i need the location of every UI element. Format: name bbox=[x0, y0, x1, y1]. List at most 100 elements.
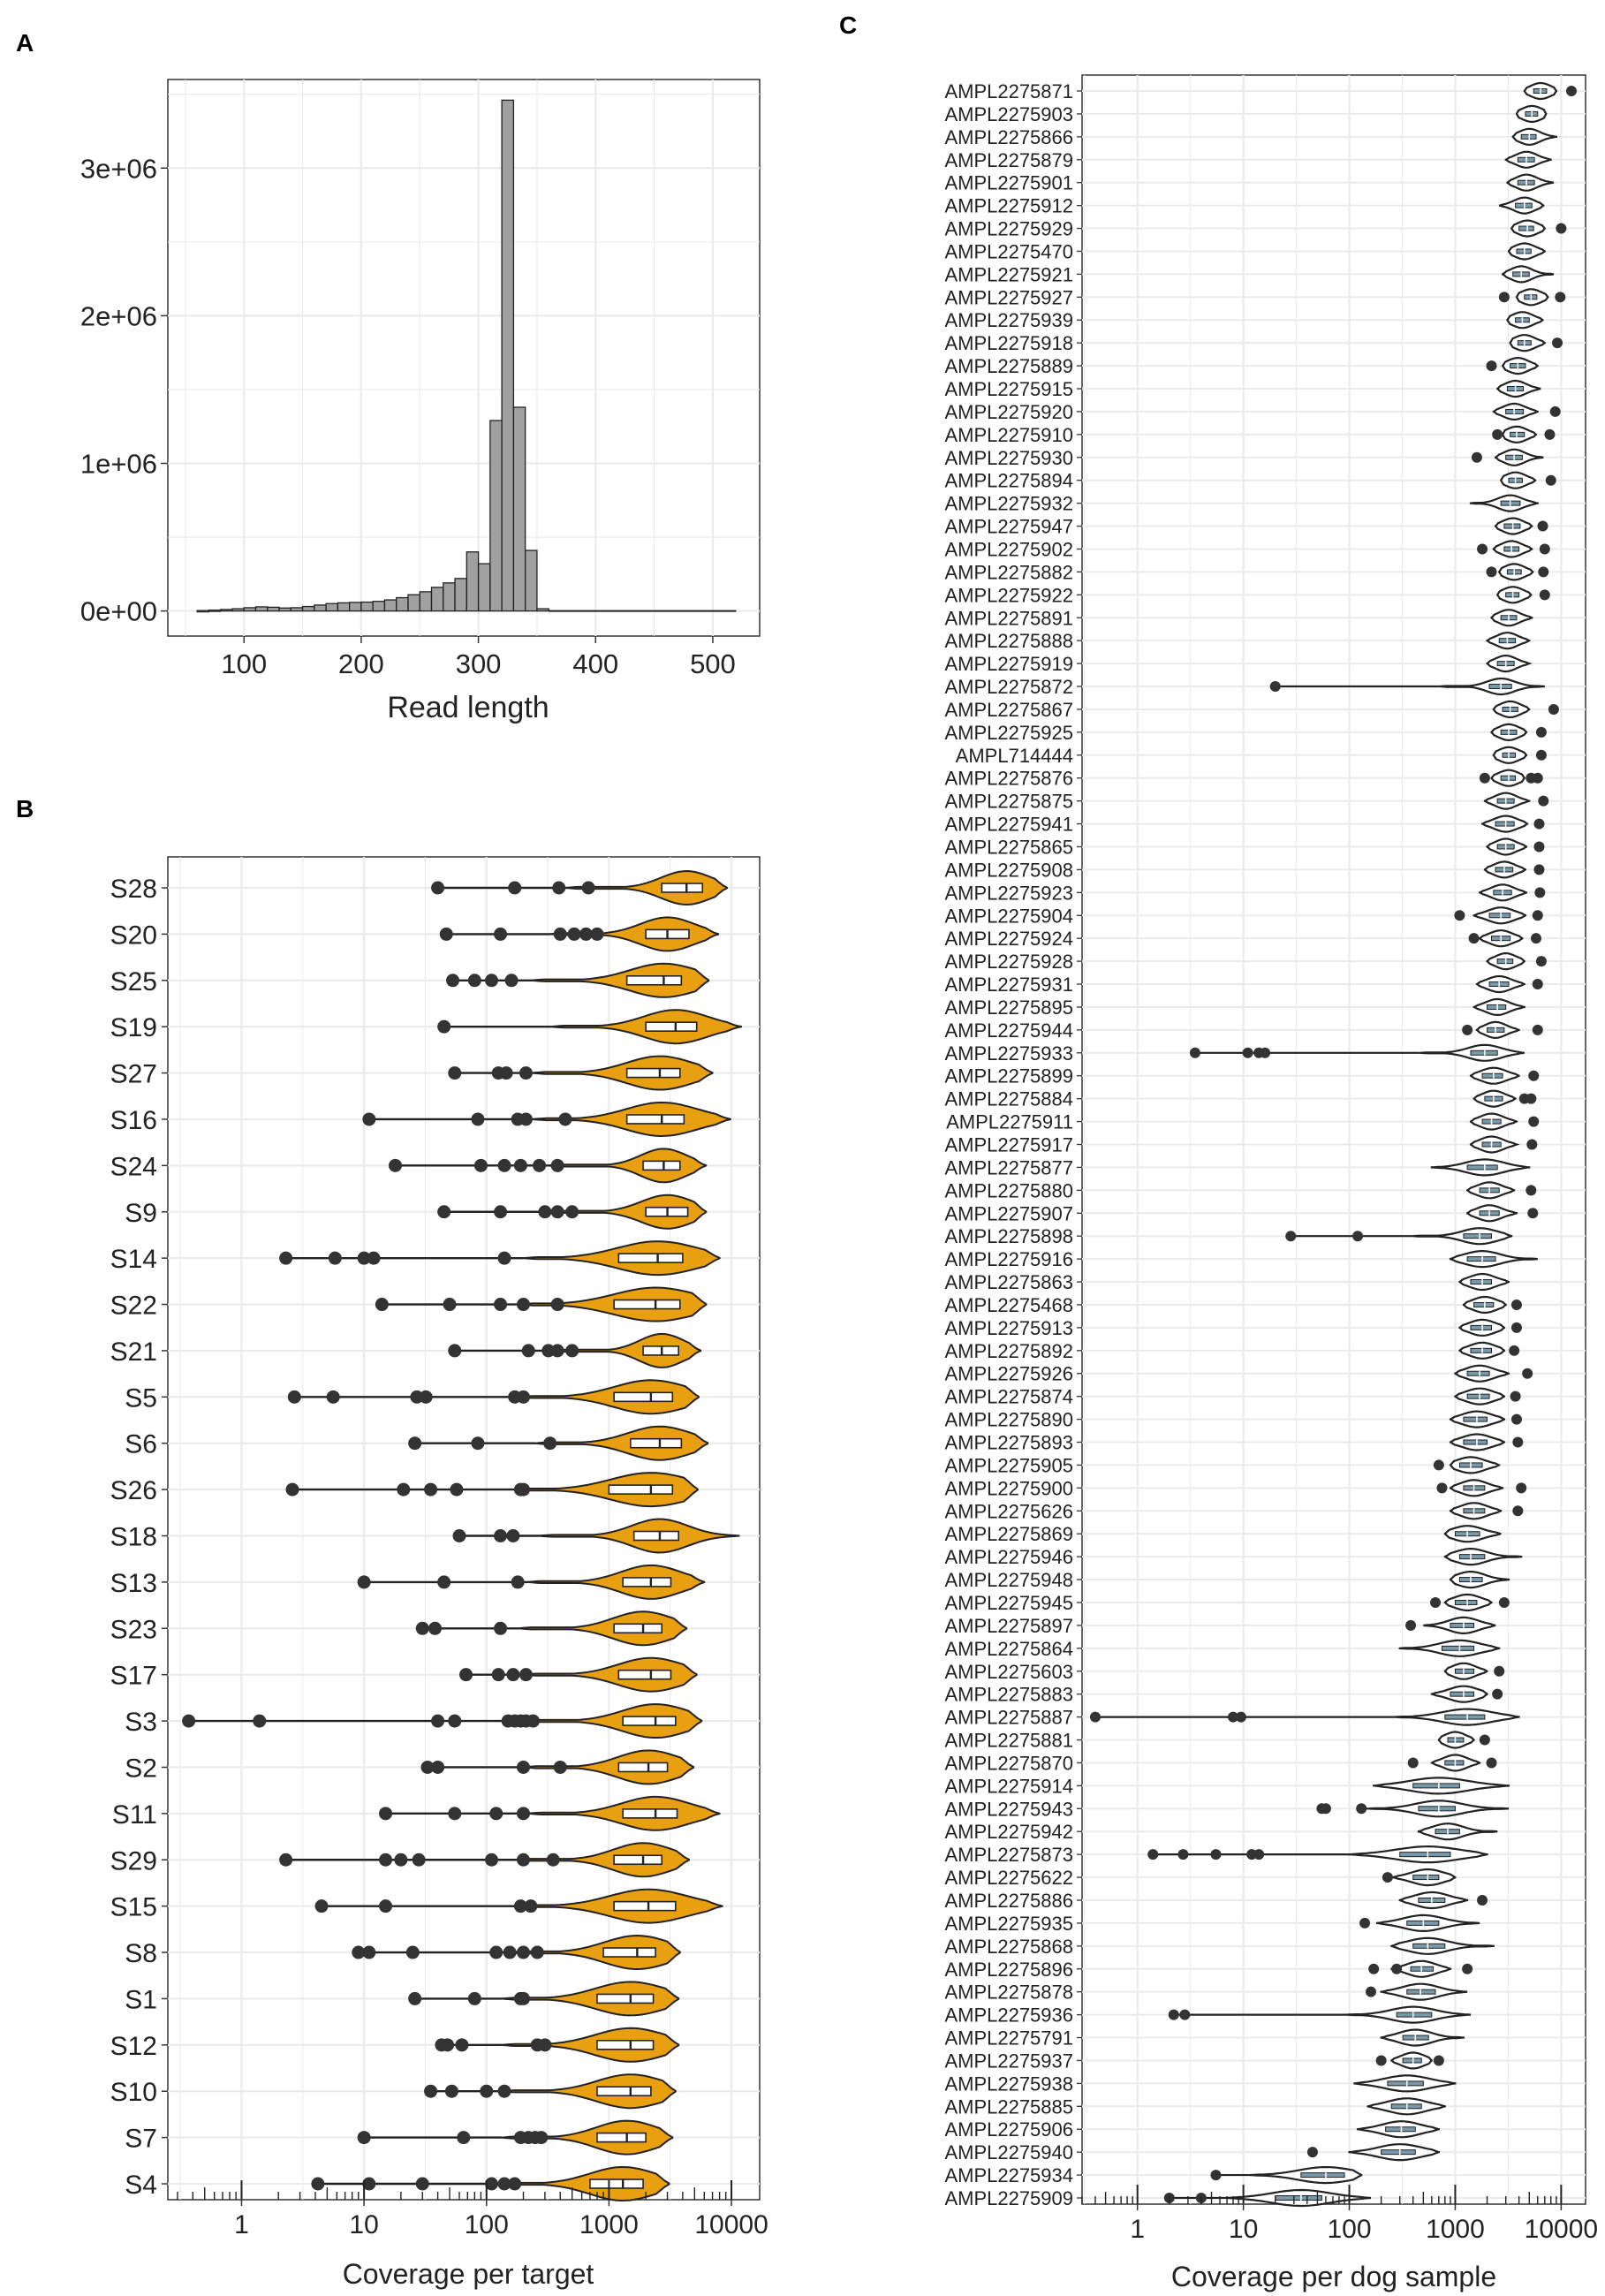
y-tick-label-c: AMPL2275930 bbox=[944, 447, 1073, 469]
box-iqr bbox=[1441, 1645, 1475, 1651]
y-tick-label-c: AMPL2275912 bbox=[944, 195, 1073, 217]
y-tick-label-b: S10 bbox=[110, 2078, 157, 2107]
outlier-point bbox=[567, 927, 581, 941]
outlier-point bbox=[431, 881, 445, 895]
y-tick-label-c: AMPL2275905 bbox=[944, 1454, 1073, 1476]
violin-shape bbox=[518, 1379, 700, 1415]
y-tick-label-c: AMPL2275918 bbox=[944, 332, 1073, 354]
outlier-point bbox=[1462, 1024, 1473, 1035]
box-iqr bbox=[1458, 1554, 1486, 1560]
violin-panel-b: S28S20S25S19S27S16S24S9S14S22S21S5S6S26S… bbox=[110, 856, 768, 2290]
box-iqr bbox=[622, 1808, 678, 1819]
outlier-point bbox=[1532, 1024, 1543, 1035]
y-tick-label-c: AMPL2275879 bbox=[944, 149, 1073, 171]
y-tick-label-c: AMPL2275944 bbox=[944, 1019, 1073, 1042]
y-tick-label-c: AMPL2275921 bbox=[944, 263, 1073, 285]
y-tick-label-c: AMPL2275908 bbox=[944, 859, 1073, 881]
outlier-point bbox=[1177, 1849, 1189, 1860]
box-iqr bbox=[1412, 1875, 1440, 1881]
y-tick-label-c: AMPL2275909 bbox=[944, 2187, 1073, 2209]
box-iqr bbox=[1488, 913, 1511, 919]
histogram-bar bbox=[466, 551, 480, 612]
outlier-point bbox=[1556, 223, 1567, 234]
outlier-point bbox=[516, 1760, 530, 1774]
y-tick-label-c: AMPL2275863 bbox=[944, 1271, 1073, 1293]
box-iqr bbox=[613, 1623, 663, 1634]
outlier-point bbox=[1359, 1917, 1371, 1928]
outlier-point bbox=[489, 1945, 503, 1959]
outlier-point bbox=[1509, 1345, 1520, 1356]
violin-shape bbox=[507, 1934, 681, 1971]
y-tick-label-b: S16 bbox=[110, 1106, 157, 1135]
outlier-point bbox=[553, 927, 567, 941]
violin-shape bbox=[526, 1703, 703, 1739]
outlier-point bbox=[497, 1158, 511, 1172]
outlier-point bbox=[311, 2177, 325, 2191]
outlier-point bbox=[424, 2084, 438, 2098]
y-tick-label-c: AMPL2275868 bbox=[944, 1936, 1073, 1958]
outlier-point bbox=[499, 1066, 513, 1080]
outlier-point bbox=[1522, 1368, 1533, 1379]
outlier-point bbox=[534, 2131, 549, 2145]
y-tick-label-c: AMPL2275906 bbox=[944, 2118, 1073, 2141]
outlier-point bbox=[379, 1899, 393, 1913]
box-iqr bbox=[1463, 1416, 1488, 1422]
outlier-point bbox=[546, 1853, 560, 1867]
outlier-point bbox=[543, 1436, 557, 1451]
y-tick-label-c: AMPL2275939 bbox=[944, 309, 1073, 331]
outlier-point bbox=[1512, 1436, 1524, 1448]
outlier-point bbox=[1498, 1596, 1510, 1608]
outlier-point bbox=[467, 1991, 481, 2005]
y-tick-label-c: AMPL2275878 bbox=[944, 1982, 1073, 2004]
box-iqr bbox=[602, 1947, 656, 1958]
outlier-point bbox=[516, 1482, 530, 1497]
y-tick-label-b: S1 bbox=[125, 1985, 157, 2014]
box-iqr bbox=[625, 1114, 685, 1125]
y-tick-label-c: AMPL2275910 bbox=[944, 424, 1073, 446]
outlier-point bbox=[279, 1251, 293, 1265]
outlier-point bbox=[448, 1714, 462, 1728]
y-tick-label-c: AMPL2275881 bbox=[944, 1730, 1073, 1752]
outlier-point bbox=[506, 1668, 520, 1682]
y-tick-label-c: AMPL2275870 bbox=[944, 1752, 1073, 1774]
outlier-point bbox=[503, 1945, 517, 1959]
outlier-point bbox=[1366, 1986, 1377, 1997]
outlier-point bbox=[1533, 818, 1545, 830]
outlier-point bbox=[424, 1482, 438, 1497]
y-tick-label-c: AMPL2275867 bbox=[944, 699, 1073, 721]
box-iqr bbox=[1470, 1347, 1493, 1353]
outlier-point bbox=[504, 974, 519, 988]
outlier-point bbox=[1530, 933, 1541, 944]
y-tick-label-c: AMPL2275945 bbox=[944, 1592, 1073, 1614]
outlier-point bbox=[375, 1298, 389, 1312]
y-tick-label-b: S21 bbox=[110, 1337, 157, 1367]
outlier-point bbox=[1405, 1619, 1417, 1631]
outlier-point bbox=[394, 1853, 408, 1867]
outlier-point bbox=[1539, 543, 1550, 555]
violin-shape bbox=[501, 1981, 680, 2017]
box-iqr bbox=[1470, 1324, 1493, 1330]
outlier-point bbox=[1532, 772, 1543, 784]
box-iqr bbox=[617, 1762, 669, 1773]
outlier-point bbox=[491, 1668, 505, 1682]
box-iqr bbox=[613, 1299, 681, 1310]
y-tick-label-c: AMPL2275928 bbox=[944, 951, 1073, 973]
outlier-point bbox=[437, 1205, 451, 1219]
violin-shape bbox=[501, 2027, 680, 2063]
outlier-point bbox=[484, 1853, 498, 1867]
outlier-point bbox=[530, 1945, 544, 1959]
box-iqr bbox=[617, 1253, 684, 1263]
x-axis-label-b: Coverage per target bbox=[343, 2258, 594, 2290]
outlier-point bbox=[253, 1714, 267, 1728]
outlier-point bbox=[452, 1529, 466, 1542]
y-tick-label-c: AMPL714444 bbox=[956, 745, 1073, 767]
x-tick-label-c: 100 bbox=[1328, 2215, 1372, 2244]
outlier-point bbox=[415, 1621, 429, 1635]
outlier-point bbox=[489, 1807, 503, 1821]
y-tick-label-c: AMPL2275917 bbox=[944, 1134, 1073, 1156]
outlier-point bbox=[408, 1991, 422, 2005]
outlier-point bbox=[1089, 1711, 1101, 1723]
x-tick-label-b: 10 bbox=[349, 2210, 378, 2239]
outlier-point bbox=[1535, 956, 1547, 967]
outlier-point bbox=[1510, 1322, 1522, 1333]
